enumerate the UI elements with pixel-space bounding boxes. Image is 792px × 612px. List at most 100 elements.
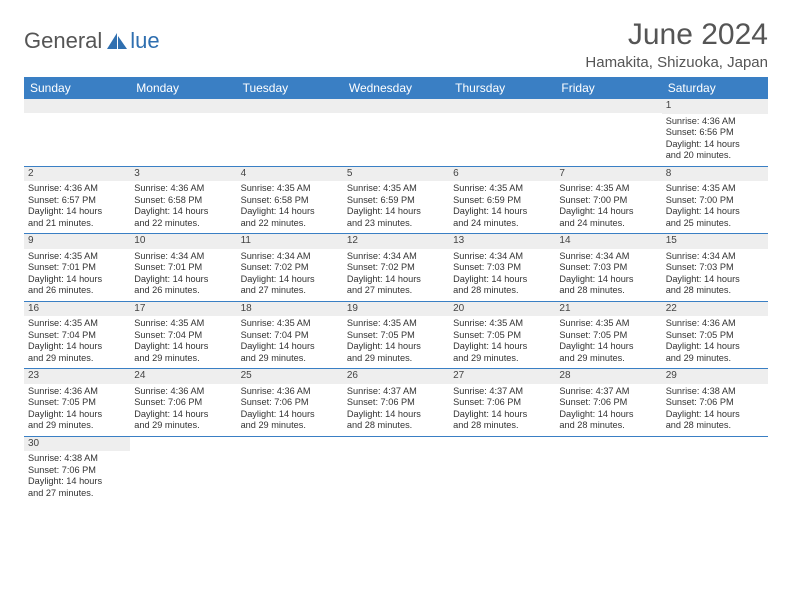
calendar-cell [449,436,555,503]
calendar-row: 23 Sunrise: 4:36 AMSunset: 7:05 PMDayligh… [24,369,768,437]
day-number: 2 [24,167,130,182]
day-number: 1 [662,99,768,114]
header: General lue June 2024 Hamakita, Shizuoka… [24,18,768,71]
calendar-row: 1 Sunrise: 4:36 AMSunset: 6:56 PMDaylight… [24,99,768,166]
day-number: 15 [662,234,768,249]
day-number: 6 [449,167,555,182]
day-details: Sunrise: 4:35 AMSunset: 6:59 PMDaylight:… [347,183,445,229]
day-number: 22 [662,302,768,317]
day-number: 25 [237,369,343,384]
day-details: Sunrise: 4:38 AMSunset: 7:06 PMDaylight:… [666,386,764,432]
day-number: 23 [24,369,130,384]
calendar-cell: 19Sunrise: 4:35 AMSunset: 7:05 PMDayligh… [343,301,449,369]
day-header: Thursday [449,77,555,99]
day-details: Sunrise: 4:35 AMSunset: 7:00 PMDaylight:… [559,183,657,229]
calendar-cell: 20Sunrise: 4:35 AMSunset: 7:05 PMDayligh… [449,301,555,369]
day-header: Tuesday [237,77,343,99]
day-number: 29 [662,369,768,384]
calendar-cell: 25 Sunrise: 4:36 AMSunset: 7:06 PMDayligh… [237,369,343,437]
day-details: Sunrise: 4:35 AMSunset: 7:00 PMDaylight:… [666,183,764,229]
day-number: 4 [237,167,343,182]
logo-text-general: General [24,28,102,54]
day-details: Sunrise: 4:35 AMSunset: 7:01 PMDaylight:… [28,251,126,297]
day-details: Sunrise: 4:35 AMSunset: 7:05 PMDaylight:… [453,318,551,364]
calendar-row: 9Sunrise: 4:35 AMSunset: 7:01 PMDaylight… [24,234,768,302]
calendar-cell: 7Sunrise: 4:35 AMSunset: 7:00 PMDaylight… [555,166,661,234]
day-number: 27 [449,369,555,384]
day-number: 30 [24,437,130,452]
location-text: Hamakita, Shizuoka, Japan [585,54,768,71]
day-number: 12 [343,234,449,249]
calendar-cell [343,436,449,503]
calendar-table: Sunday Monday Tuesday Wednesday Thursday… [24,77,768,503]
calendar-cell: 26 Sunrise: 4:37 AMSunset: 7:06 PMDayligh… [343,369,449,437]
day-details: Sunrise: 4:35 AMSunset: 6:59 PMDaylight:… [453,183,551,229]
day-number: 11 [237,234,343,249]
calendar-cell: 5Sunrise: 4:35 AMSunset: 6:59 PMDaylight… [343,166,449,234]
calendar-cell: 10 Sunrise: 4:34 AMSunset: 7:01 PMDayligh… [130,234,236,302]
empty-day-band [449,99,555,113]
calendar-cell: 12 Sunrise: 4:34 AMSunset: 7:02 PMDayligh… [343,234,449,302]
day-details: Sunrise: 4:34 AMSunset: 7:01 PMDaylight:… [134,251,232,297]
empty-day-band [237,99,343,113]
day-header: Friday [555,77,661,99]
day-details: Sunrise: 4:34 AMSunset: 7:02 PMDaylight:… [347,251,445,297]
day-details: Sunrise: 4:36 AMSunset: 7:05 PMDaylight:… [28,386,126,432]
day-details: Sunrise: 4:37 AMSunset: 7:06 PMDaylight:… [347,386,445,432]
sail-icon [105,31,129,51]
day-header: Wednesday [343,77,449,99]
calendar-cell [343,99,449,166]
day-details: Sunrise: 4:35 AMSunset: 6:58 PMDaylight:… [241,183,339,229]
calendar-cell [237,436,343,503]
calendar-cell [130,436,236,503]
calendar-cell: 22Sunrise: 4:36 AMSunset: 7:05 PMDayligh… [662,301,768,369]
calendar-cell: 15 Sunrise: 4:34 AMSunset: 7:03 PMDayligh… [662,234,768,302]
calendar-cell: 2Sunrise: 4:36 AMSunset: 6:57 PMDaylight… [24,166,130,234]
calendar-cell: 4Sunrise: 4:35 AMSunset: 6:58 PMDaylight… [237,166,343,234]
day-number: 28 [555,369,661,384]
day-details: Sunrise: 4:35 AMSunset: 7:04 PMDaylight:… [241,318,339,364]
calendar-cell [237,99,343,166]
calendar-cell [130,99,236,166]
calendar-cell: 23 Sunrise: 4:36 AMSunset: 7:05 PMDayligh… [24,369,130,437]
logo: General lue [24,28,160,54]
day-header: Saturday [662,77,768,99]
day-number: 24 [130,369,236,384]
day-number: 21 [555,302,661,317]
day-number: 26 [343,369,449,384]
title-block: June 2024 Hamakita, Shizuoka, Japan [585,18,768,71]
day-number: 17 [130,302,236,317]
calendar-cell [662,436,768,503]
day-number: 3 [130,167,236,182]
day-number: 16 [24,302,130,317]
empty-day-band [343,99,449,113]
calendar-cell: 30Sunrise: 4:38 AMSunset: 7:06 PMDayligh… [24,436,130,503]
day-details: Sunrise: 4:34 AMSunset: 7:03 PMDaylight:… [666,251,764,297]
day-details: Sunrise: 4:34 AMSunset: 7:02 PMDaylight:… [241,251,339,297]
calendar-cell: 9Sunrise: 4:35 AMSunset: 7:01 PMDaylight… [24,234,130,302]
calendar-cell [24,99,130,166]
calendar-cell: 11 Sunrise: 4:34 AMSunset: 7:02 PMDayligh… [237,234,343,302]
calendar-cell: 18Sunrise: 4:35 AMSunset: 7:04 PMDayligh… [237,301,343,369]
day-details: Sunrise: 4:36 AMSunset: 7:06 PMDaylight:… [241,386,339,432]
day-details: Sunrise: 4:35 AMSunset: 7:05 PMDaylight:… [347,318,445,364]
day-details: Sunrise: 4:34 AMSunset: 7:03 PMDaylight:… [559,251,657,297]
calendar-cell: 3Sunrise: 4:36 AMSunset: 6:58 PMDaylight… [130,166,236,234]
calendar-cell: 8Sunrise: 4:35 AMSunset: 7:00 PMDaylight… [662,166,768,234]
day-number: 14 [555,234,661,249]
calendar-cell: 14 Sunrise: 4:34 AMSunset: 7:03 PMDayligh… [555,234,661,302]
empty-day-band [24,99,130,113]
calendar-cell: 27Sunrise: 4:37 AMSunset: 7:06 PMDayligh… [449,369,555,437]
logo-text-blue: lue [130,28,159,54]
day-header: Sunday [24,77,130,99]
calendar-cell: 28Sunrise: 4:37 AMSunset: 7:06 PMDayligh… [555,369,661,437]
calendar-cell: 13Sunrise: 4:34 AMSunset: 7:03 PMDayligh… [449,234,555,302]
day-header-row: Sunday Monday Tuesday Wednesday Thursday… [24,77,768,99]
day-header: Monday [130,77,236,99]
day-details: Sunrise: 4:36 AMSunset: 6:56 PMDaylight:… [666,116,764,162]
day-number: 18 [237,302,343,317]
day-number: 10 [130,234,236,249]
calendar-cell [555,436,661,503]
day-details: Sunrise: 4:35 AMSunset: 7:04 PMDaylight:… [28,318,126,364]
day-details: Sunrise: 4:35 AMSunset: 7:05 PMDaylight:… [559,318,657,364]
